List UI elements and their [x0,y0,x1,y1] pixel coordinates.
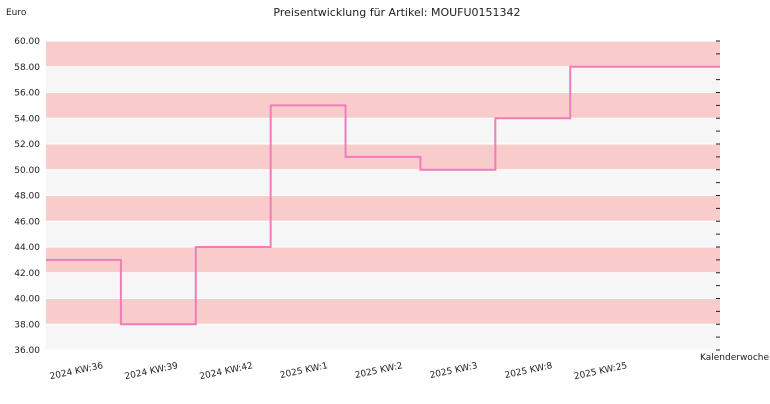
y-tick-label: 58.00 [14,63,40,73]
plot-band [46,118,720,144]
y-tick-label: 42.00 [14,269,40,279]
plot-band [46,324,720,350]
chart-title: Preisentwicklung für Artikel: MOUFU01513… [273,6,520,19]
y-tick-label: 48.00 [14,192,40,202]
plot-band [46,41,720,67]
plot-band [46,298,720,325]
y-tick-label: 52.00 [14,140,40,150]
price-series-line [46,65,720,326]
y-axis-tick-labels: 36.00 38.00 40.00 42.00 44.00 46.00 48.00 50.00… [14,37,40,356]
x-axis-tick-labels: 2024 KW:36 2024 KW:39 2024 KW:42 2025 KW:1 2… [49,361,628,382]
x-axis-label: Kalenderwoche [700,353,769,363]
x-tick-label: 2024 KW:36 [49,361,104,382]
y-tick-label: 56.00 [14,89,40,99]
x-tick-label: 2024 KW:42 [199,361,254,382]
plot-band [46,272,720,299]
x-tick-label: 2025 KW:1 [279,361,329,381]
y-tick-label: 44.00 [14,243,40,253]
plot-band [46,247,720,273]
plot-bands [46,40,720,351]
plot-band [46,221,720,247]
y-tick-label: 54.00 [14,114,40,124]
y-axis-label: Euro [6,8,27,18]
y-tick-label: 36.00 [14,346,40,356]
plot-band [46,92,720,119]
plot-band [46,169,720,196]
y-tick-label: 40.00 [14,295,40,305]
x-tick-label: 2025 KW:8 [504,361,554,381]
x-tick-label: 2025 KW:2 [354,361,404,381]
plot-band [46,66,720,93]
y-tick-label: 46.00 [14,217,40,227]
x-tick-label: 2025 KW:3 [429,361,479,381]
plot-band [46,195,720,222]
y-tick-label: 50.00 [14,166,40,176]
x-tick-label: 2025 KW:25 [573,361,628,382]
y-tick-label: 60.00 [14,37,40,47]
y-tick-label: 38.00 [14,320,40,330]
x-tick-label: 2024 KW:39 [124,361,179,382]
